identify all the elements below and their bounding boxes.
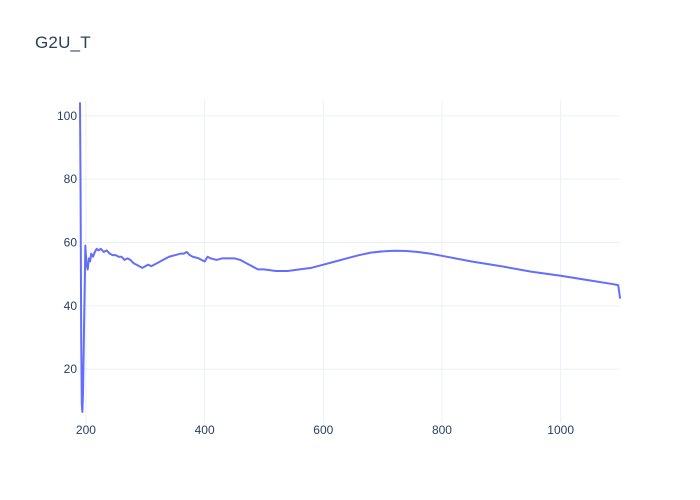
y-tick-label: 60 [64,236,78,250]
x-tick-label: 400 [195,423,215,437]
y-tick-label: 40 [64,299,78,313]
x-tick-label: 600 [313,423,333,437]
series-line [79,102,621,413]
y-tick-label: 20 [64,362,78,376]
series-layer [79,102,621,413]
chart-title: G2U_T [35,33,91,52]
axis-tick-labels: 200 400 600 800 1000 20 40 60 80 100 [57,109,574,437]
x-tick-label: 800 [432,423,452,437]
x-tick-label: 1000 [547,423,574,437]
x-tick-label: 200 [76,423,96,437]
y-tick-label: 80 [64,172,78,186]
y-tick-label: 100 [57,109,77,123]
